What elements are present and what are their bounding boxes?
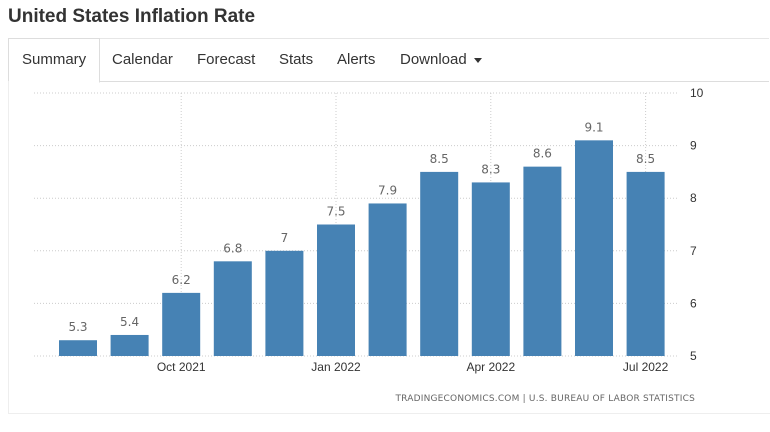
bar [265,250,304,356]
tab-forecast[interactable]: Forecast [197,51,256,68]
bar [213,261,252,356]
x-tick-label: Apr 2022 [466,360,515,374]
bar [110,334,149,356]
bar [368,203,407,356]
bar-value-label: 6.2 [172,273,191,287]
caret-down-icon [473,57,482,63]
y-tick-label: 5 [690,349,697,363]
page-title: United States Inflation Rate [8,6,256,27]
x-tick-label: Jan 2022 [311,360,361,374]
y-tick-label: 9 [690,139,697,153]
x-tick-label: Jul 2022 [623,360,669,374]
bar [471,182,510,356]
bar [420,171,459,356]
bar-value-label: 7 [281,231,289,245]
bar-value-label: 8.5 [430,152,449,166]
bar-value-label: 7.9 [378,183,397,197]
bar [162,292,201,356]
bar-value-label: 9.1 [584,120,603,134]
chart-source-text: TRADINGECONOMICS.COM | U.S. BUREAU OF LA… [394,394,695,404]
chart-panel: 5 6 7 8 9 10 5.3 5.4 6.2 6.8 7 7.5 7.9 8.5 8.3 8.6 9.1 8.… [8,81,770,414]
bar [317,224,355,356]
bar-value-label: 7.5 [326,205,345,219]
bar-value-label: 5.4 [120,315,139,329]
inflation-bar-chart: 5 6 7 8 9 10 5.3 5.4 6.2 6.8 7 7.5 7.9 8.5 8.3 8.6 9.1 8.… [34,86,704,404]
tab-download-label: Download [400,51,467,68]
tab-summary[interactable]: Summary [8,38,101,83]
bar [626,171,665,356]
bar-value-label: 8.5 [636,152,655,166]
y-tick-label: 10 [690,86,704,100]
bar [575,140,613,356]
y-tick-label: 6 [690,296,697,310]
bar-value-label: 8.6 [533,147,552,161]
bar [59,340,97,356]
tab-alerts[interactable]: Alerts [337,51,376,68]
tab-stats[interactable]: Stats [279,51,314,68]
y-tick-label: 7 [690,244,697,258]
bar-value-label: 8.3 [481,162,500,176]
tab-download[interactable]: Download [400,39,482,81]
x-tick-label: Oct 2021 [157,360,206,374]
bar-value-label: 6.8 [223,241,242,255]
bar [523,166,562,356]
tab-calendar[interactable]: Calendar [112,51,173,68]
tab-bar: Summary Calendar Forecast Stats Alerts D… [8,38,769,83]
y-tick-label: 8 [690,191,697,205]
bar-value-label: 5.3 [68,320,87,334]
